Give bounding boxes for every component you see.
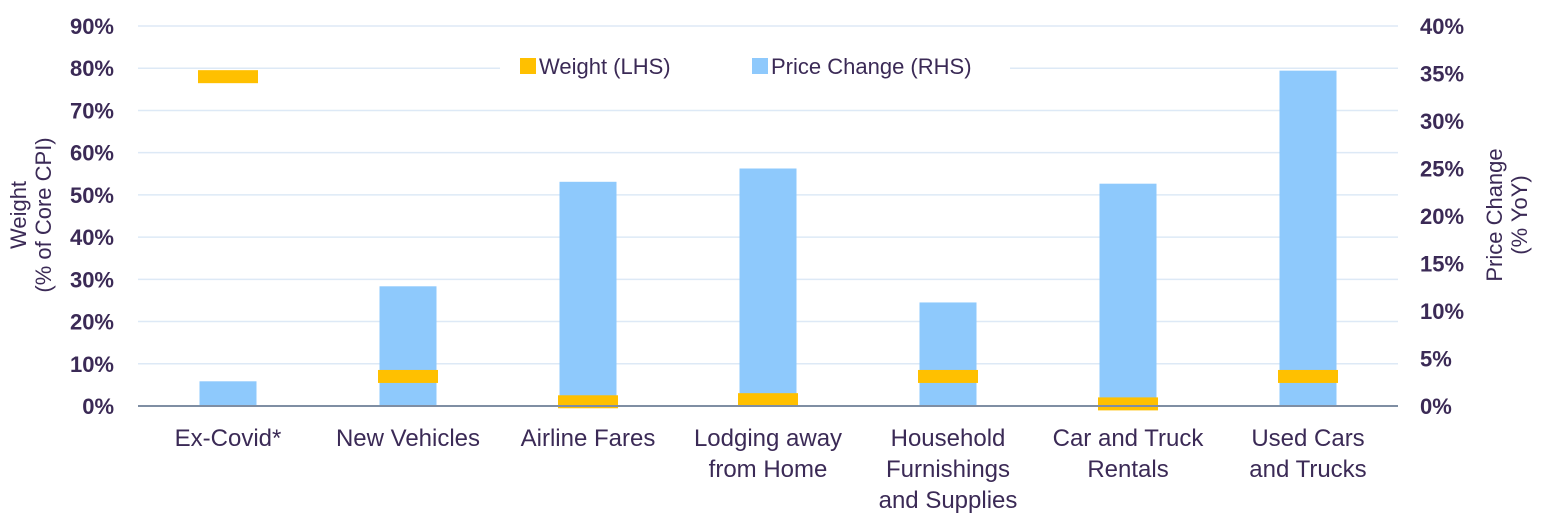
category-label: Ex-Covid* — [175, 425, 282, 452]
price-change-bar — [199, 381, 257, 406]
category-label: Used Cars — [1251, 425, 1364, 452]
right-tick-label: 0% — [1420, 394, 1452, 419]
right-axis-title-line1: Price Change — [1482, 148, 1507, 281]
weight-marker — [1278, 369, 1338, 383]
right-axis-title-line2: (% YoY) — [1507, 175, 1532, 255]
right-tick-label: 5% — [1420, 347, 1452, 372]
category-label: from Home — [709, 456, 828, 483]
price-change-bar — [919, 302, 977, 406]
left-tick-label: 40% — [70, 225, 114, 250]
left-tick-label: 80% — [70, 56, 114, 81]
category-label: Lodging away — [694, 425, 842, 452]
left-tick-label: 20% — [70, 310, 114, 335]
price-change-bar — [1099, 183, 1157, 406]
left-tick-label: 90% — [70, 14, 114, 39]
price-change-bar — [1279, 70, 1337, 407]
right-tick-label: 30% — [1420, 109, 1464, 134]
price-change-bar — [379, 286, 437, 406]
left-axis-title-line2: (% of Core CPI) — [31, 137, 56, 292]
weight-marker — [198, 70, 258, 84]
legend-label-weight: Weight (LHS) — [539, 54, 671, 79]
category-label: Household — [891, 425, 1006, 452]
right-tick-label: 15% — [1420, 252, 1464, 277]
right-axis-ticks: 0% 5% 10% 15% 20% 25% 30% 35% 40% — [1420, 14, 1464, 419]
left-axis-ticks: 0% 10% 20% 30% 40% 50% 60% 70% 80% 90% — [70, 14, 114, 419]
weight-marker — [738, 393, 798, 407]
weight-marker — [378, 369, 438, 383]
left-tick-label: 0% — [82, 394, 114, 419]
price-change-bar — [739, 168, 797, 406]
left-tick-label: 30% — [70, 267, 114, 292]
left-axis-title-line1: Weight — [6, 181, 31, 249]
left-tick-label: 60% — [70, 141, 114, 166]
category-label: and Supplies — [879, 487, 1018, 514]
left-tick-label: 70% — [70, 98, 114, 123]
price-change-bar — [559, 181, 617, 406]
category-label: and Trucks — [1249, 456, 1366, 483]
right-tick-label: 40% — [1420, 14, 1464, 39]
left-tick-label: 50% — [70, 183, 114, 208]
category-labels: Ex-Covid* New Vehicles Airline Fares Lodgin… — [175, 425, 1367, 514]
right-tick-label: 20% — [1420, 204, 1464, 229]
category-label: Furnishings — [886, 456, 1010, 483]
right-tick-label: 10% — [1420, 299, 1464, 324]
legend-label-price-change: Price Change (RHS) — [771, 54, 972, 79]
weight-marker — [918, 369, 978, 383]
legend: Weight (LHS) Price Change (RHS) — [500, 46, 1010, 86]
category-label: New Vehicles — [336, 425, 480, 452]
right-tick-label: 25% — [1420, 157, 1464, 182]
price-change-bars — [199, 70, 1337, 407]
legend-swatch-price-change — [752, 58, 768, 74]
category-label: Car and Truck — [1053, 425, 1205, 452]
legend-swatch-weight — [520, 58, 536, 74]
left-tick-label: 10% — [70, 352, 114, 377]
right-tick-label: 35% — [1420, 62, 1464, 87]
weight-marker — [1098, 397, 1158, 411]
category-label: Airline Fares — [521, 425, 656, 452]
category-label: Rentals — [1087, 456, 1168, 483]
